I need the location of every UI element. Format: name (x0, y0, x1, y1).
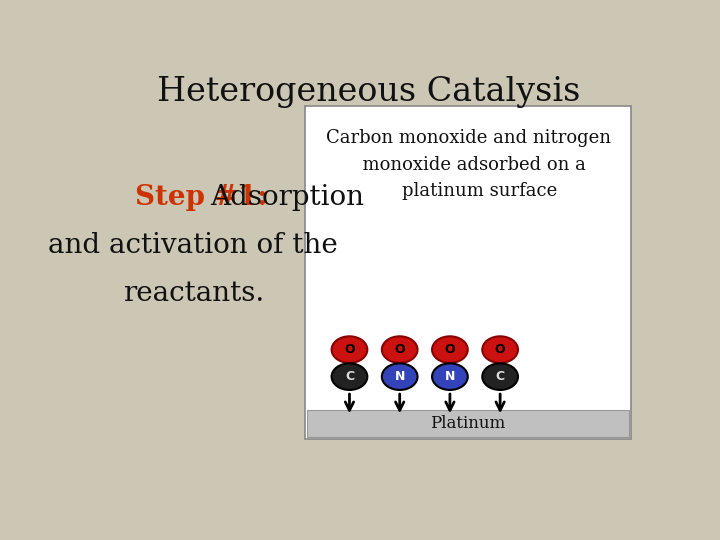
Circle shape (482, 336, 518, 363)
Circle shape (382, 363, 418, 390)
Text: and activation of the: and activation of the (48, 232, 338, 259)
Text: N: N (395, 370, 405, 383)
Circle shape (482, 363, 518, 390)
Circle shape (432, 363, 468, 390)
Bar (305, 106, 631, 439)
Text: C: C (345, 370, 354, 383)
Text: Carbon monoxide and nitrogen
  monoxide adsorbed on a
    platinum surface: Carbon monoxide and nitrogen monoxide ad… (325, 129, 611, 200)
Text: O: O (444, 343, 455, 356)
Text: Step #1:: Step #1: (135, 184, 267, 211)
Circle shape (382, 336, 418, 363)
Text: O: O (495, 343, 505, 356)
Circle shape (432, 336, 468, 363)
Text: N: N (445, 370, 455, 383)
Text: Heterogeneous Catalysis: Heterogeneous Catalysis (157, 76, 581, 108)
Circle shape (332, 363, 367, 390)
Text: Platinum: Platinum (431, 415, 505, 433)
Circle shape (332, 336, 367, 363)
Text: reactants.: reactants. (122, 280, 264, 307)
Text: C: C (495, 370, 505, 383)
Bar (307, 410, 629, 437)
Text: O: O (344, 343, 355, 356)
Text: O: O (395, 343, 405, 356)
Text: Adsorption: Adsorption (210, 184, 364, 211)
